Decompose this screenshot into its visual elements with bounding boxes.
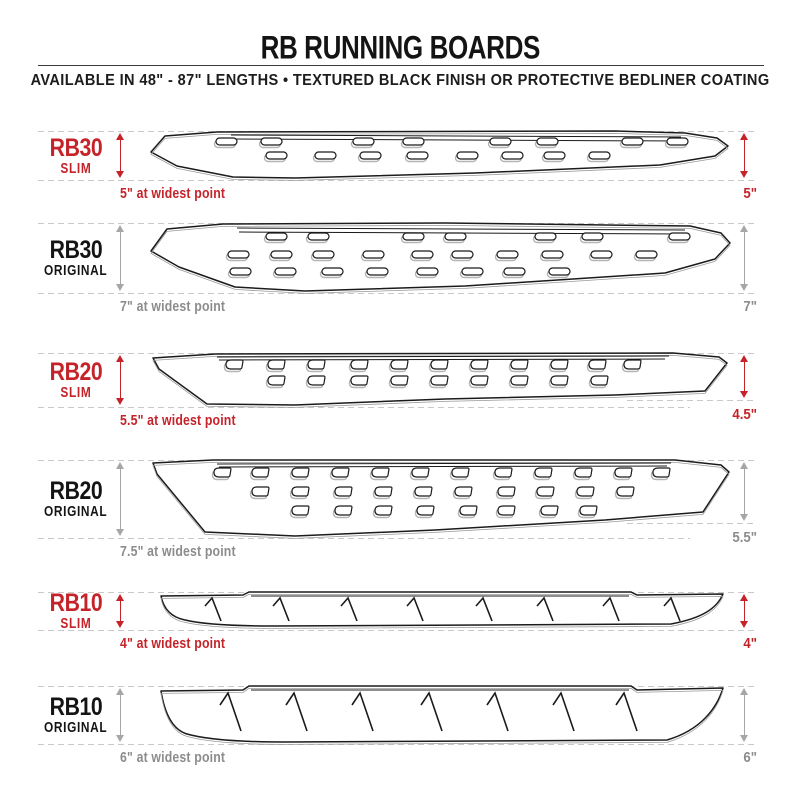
board-label: RB10 ORIGINAL (24, 689, 128, 741)
page-title: RB RUNNING BOARDS (260, 28, 540, 67)
height-arrow-right (740, 225, 749, 291)
variant-name: SLIM (60, 615, 92, 632)
guide-line-bottom (38, 538, 690, 539)
width-measurement: 4" at widest point (120, 635, 226, 652)
guide-line-bottom (38, 293, 757, 294)
board-label: RB30 SLIM (24, 130, 128, 182)
height-arrow-left (116, 133, 125, 178)
board-label: RB20 SLIM (24, 354, 128, 406)
page-subtitle-wrap: AVAILABLE IN 48" - 87" LENGTHS • TEXTURE… (0, 72, 800, 90)
guide-line-bottom (38, 630, 757, 631)
variant-name: ORIGINAL (44, 503, 108, 520)
model-name: RB10 (49, 692, 103, 721)
model-name: RB30 (49, 235, 103, 264)
model-name: RB10 (49, 588, 103, 617)
board-drawing-rb20-original (152, 459, 730, 539)
height-measurement: 5" (743, 185, 757, 202)
guide-line-bottom (38, 180, 757, 181)
board-drawing-rb30-original (150, 222, 731, 294)
width-measurement: 7.5" at widest point (120, 543, 236, 560)
guide-line-right (627, 523, 757, 524)
variant-name: SLIM (60, 384, 92, 401)
height-measurement: 7" (743, 298, 757, 315)
width-measurement: 5" at widest point (120, 185, 226, 202)
height-arrow-left (116, 462, 125, 536)
width-measurement: 5.5" at widest point (120, 412, 236, 429)
variant-name: ORIGINAL (44, 719, 108, 736)
height-measurement: 6" (743, 749, 757, 766)
height-arrow-right (740, 133, 749, 178)
title-divider (38, 65, 764, 66)
model-name: RB20 (49, 357, 103, 386)
height-arrow-left (116, 225, 125, 291)
width-measurement: 7" at widest point (120, 298, 226, 315)
page-subtitle: AVAILABLE IN 48" - 87" LENGTHS • TEXTURE… (30, 72, 770, 89)
height-arrow-left (116, 355, 125, 405)
height-measurement: 4.5" (732, 406, 757, 423)
page-title-wrap: RB RUNNING BOARDS (0, 28, 800, 67)
board-label: RB10 SLIM (24, 585, 128, 637)
board-label: RB20 ORIGINAL (24, 473, 128, 525)
guide-line-bottom (38, 407, 690, 408)
height-arrow-right (740, 355, 749, 398)
height-arrow-left (116, 594, 125, 628)
model-name: RB30 (49, 133, 103, 162)
variant-name: ORIGINAL (44, 262, 108, 279)
height-measurement: 4" (743, 635, 757, 652)
board-drawing-rb10-original (160, 685, 724, 745)
guide-line-bottom (38, 744, 757, 745)
height-arrow-left (116, 688, 125, 742)
height-measurement: 5.5" (732, 529, 757, 546)
board-label: RB30 ORIGINAL (24, 232, 128, 284)
width-measurement: 6" at widest point (120, 749, 226, 766)
guide-line-right (627, 400, 757, 401)
board-drawing-rb20-slim (152, 352, 728, 408)
height-arrow-right (740, 594, 749, 628)
height-arrow-right (740, 462, 749, 521)
height-arrow-right (740, 688, 749, 742)
board-drawing-rb10-slim (160, 591, 724, 629)
board-drawing-rb30-slim (150, 130, 729, 181)
variant-name: SLIM (60, 160, 92, 177)
model-name: RB20 (49, 476, 103, 505)
